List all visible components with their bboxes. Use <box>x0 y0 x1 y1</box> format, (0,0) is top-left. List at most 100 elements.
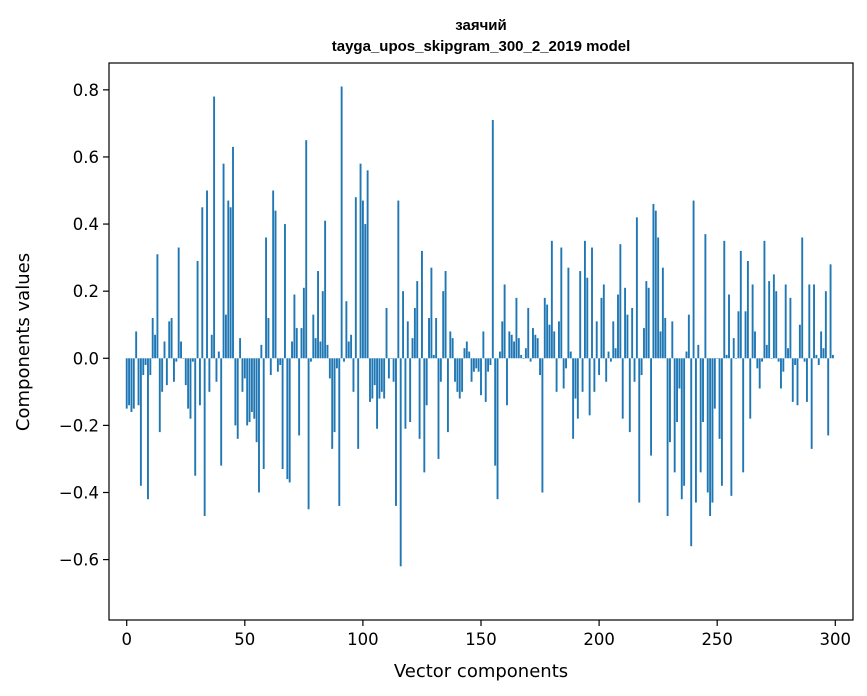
bar-29 <box>194 358 197 476</box>
y-axis-ticks: −0.6 −0.4 −0.2 0.0 0.2 0.4 0.6 0.8 <box>59 81 109 570</box>
bar-205 <box>609 358 612 362</box>
bar-219 <box>643 328 645 359</box>
bar-196 <box>588 358 591 416</box>
bar-292 <box>815 354 818 359</box>
bar-202 <box>602 284 605 359</box>
bar-255 <box>728 294 730 359</box>
bar-127 <box>425 358 428 406</box>
bar-126 <box>423 358 426 473</box>
bar-250 <box>716 358 719 359</box>
bar-155 <box>491 120 494 359</box>
bar-84 <box>324 220 327 359</box>
bar-149 <box>477 358 480 372</box>
bar-2 <box>130 358 133 412</box>
bar-71 <box>293 294 296 359</box>
bar-296 <box>824 291 827 359</box>
bar-73 <box>298 358 301 436</box>
bar-239 <box>690 358 693 547</box>
x-tick-label-200: 200 <box>583 630 615 649</box>
bar-20 <box>173 358 175 382</box>
bar-114 <box>395 358 397 506</box>
bar-108 <box>380 358 383 392</box>
bar-72 <box>295 328 298 359</box>
bar-129 <box>430 267 433 359</box>
bar-284 <box>796 358 799 406</box>
bar-122 <box>413 307 416 359</box>
bar-0 <box>125 358 128 409</box>
bar-56 <box>258 358 260 493</box>
bar-142 <box>461 358 464 392</box>
bar-152 <box>484 358 487 402</box>
x-axis-label: Vector components <box>394 661 568 682</box>
bar-287 <box>803 358 806 362</box>
bar-299 <box>831 354 834 359</box>
bar-124 <box>418 358 421 439</box>
bar-187 <box>567 267 570 359</box>
bar-153 <box>487 358 490 372</box>
bar-208 <box>617 294 619 359</box>
bar-96 <box>352 358 355 392</box>
bar-21 <box>175 358 178 362</box>
bar-34 <box>206 190 208 359</box>
bar-280 <box>787 348 789 359</box>
bar-230 <box>669 358 671 443</box>
bar-228 <box>664 318 667 359</box>
bar-62 <box>272 190 275 359</box>
bar-32 <box>201 207 204 359</box>
bar-281 <box>789 297 792 359</box>
bar-77 <box>307 358 310 510</box>
bar-50 <box>243 358 246 379</box>
bar-101 <box>364 224 367 359</box>
bar-110 <box>385 307 388 359</box>
bar-109 <box>383 358 386 399</box>
bar-216 <box>635 217 638 359</box>
bar-139 <box>454 358 456 382</box>
bar-168 <box>522 358 525 359</box>
bar-241 <box>694 358 697 503</box>
bar-133 <box>439 358 442 382</box>
bar-222 <box>650 358 652 456</box>
bar-12 <box>154 334 156 359</box>
bar-244 <box>702 358 704 423</box>
bars-group <box>125 86 834 567</box>
bar-40 <box>220 358 223 466</box>
bar-64 <box>276 358 279 372</box>
y-tick-label-7: 0.8 <box>73 81 99 100</box>
y-tick-label-5: 0.4 <box>73 215 99 234</box>
bar-225 <box>657 237 660 359</box>
bar-246 <box>706 358 709 493</box>
chart-title: заячий <box>455 17 507 34</box>
bar-298 <box>829 264 832 359</box>
bar-248 <box>711 358 714 503</box>
bar-276 <box>777 358 780 362</box>
bar-41 <box>222 163 225 359</box>
bar-65 <box>279 358 282 365</box>
bar-265 <box>751 284 754 359</box>
bar-214 <box>631 307 634 359</box>
bar-3 <box>132 358 135 409</box>
bar-37 <box>213 96 216 359</box>
bar-75 <box>302 287 305 359</box>
bar-44 <box>229 207 232 359</box>
y-tick-label-0: −0.6 <box>59 551 99 570</box>
bar-174 <box>536 338 539 359</box>
bar-262 <box>744 311 747 359</box>
bar-233 <box>676 358 678 423</box>
bar-212 <box>626 314 629 359</box>
bar-116 <box>399 358 402 567</box>
bar-144 <box>465 341 468 359</box>
bar-74 <box>300 328 303 359</box>
bar-131 <box>435 318 438 359</box>
bar-115 <box>397 200 400 359</box>
bar-125 <box>421 250 423 359</box>
bar-6 <box>139 358 142 486</box>
bar-172 <box>532 328 534 359</box>
bar-9 <box>147 358 149 500</box>
bar-35 <box>208 358 211 392</box>
bar-55 <box>255 358 258 443</box>
bar-270 <box>763 240 766 359</box>
bar-120 <box>409 358 412 423</box>
bar-79 <box>312 314 315 359</box>
bar-54 <box>253 358 256 419</box>
bar-271 <box>765 344 768 359</box>
